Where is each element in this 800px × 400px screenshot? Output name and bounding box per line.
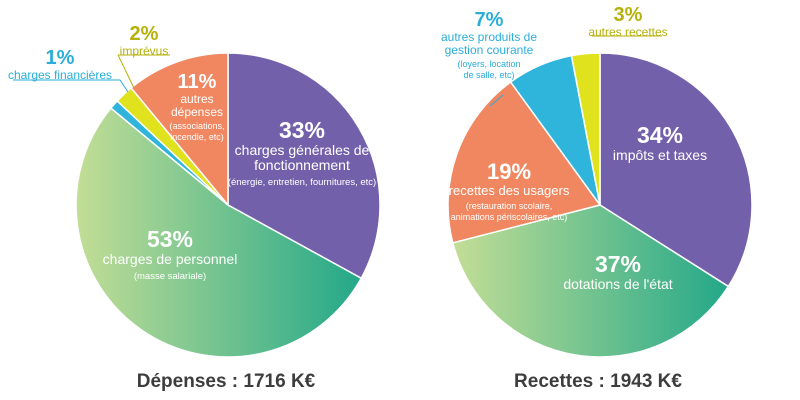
depenses-charges-generales-de-fonctionnement-label: fonctionnement <box>254 157 350 173</box>
recettes-impots-et-taxes-label: impôts et taxes <box>613 147 707 163</box>
depenses-autres-depenses-detail: (associations, <box>169 121 224 131</box>
recettes-recettes-des-usagers-detail: animations périscolaires, etc) <box>451 212 568 222</box>
recettes-autres-recettes-label: autres recettes <box>588 25 667 39</box>
recettes-slice-impots-et-taxes <box>599 52 753 288</box>
recettes-autres-produits-de-gestion-courante-detail: de salle, etc) <box>463 70 514 80</box>
depenses-autres-depenses-label: dépenses <box>171 105 223 119</box>
depenses-autres-depenses-detail: incendie, etc) <box>170 132 224 142</box>
depenses-charges-financieres-label: charges financières <box>8 68 112 82</box>
depenses-autres-depenses-percent: 11% <box>178 71 217 93</box>
depenses-charges-generales-de-fonctionnement-label: charges générales de <box>235 142 370 158</box>
depenses-charges-de-personnel-detail: (masse salariale) <box>134 271 206 282</box>
depenses-charges-generales-de-fonctionnement-percent: 33% <box>279 117 325 143</box>
depenses-chart-title: Dépenses : 1716 K€ <box>137 371 316 392</box>
recettes-autres-produits-de-gestion-courante-leader-line <box>489 94 504 107</box>
recettes-recettes-des-usagers-label: recettes des usagers <box>449 183 570 198</box>
depenses-imprevus-leader-line <box>117 54 135 89</box>
recettes-slice-recettes-des-usagers <box>447 80 602 244</box>
recettes-dotations-de-l-etat-label: dotations de l'état <box>563 276 672 292</box>
recettes-dotations-de-l-etat-percent: 37% <box>595 251 641 277</box>
depenses-charges-financieres-percent: 1% <box>46 47 75 69</box>
depenses-imprevus-label: imprévus <box>120 44 169 58</box>
depenses-charges-financieres-leader-line <box>119 79 129 93</box>
recettes-recettes-des-usagers-detail: (restauration scolaire, <box>466 201 553 211</box>
depenses-slice-charges-generales-de-fonctionnement <box>227 52 381 280</box>
recettes-chart-title: Recettes : 1943 K€ <box>514 371 682 392</box>
recettes-autres-produits-de-gestion-courante-percent: 7% <box>475 9 504 31</box>
depenses-charges-de-personnel-percent: 53% <box>147 226 193 252</box>
depenses-charges-de-personnel-label: charges de personnel <box>103 251 238 267</box>
recettes-autres-produits-de-gestion-courante-label: autres produits de <box>441 30 537 44</box>
depenses-charges-generales-de-fonctionnement-detail: (énergie, entretien, fournitures, etc) <box>228 177 376 188</box>
recettes-slice-autres-recettes <box>570 52 601 206</box>
depenses-autres-depenses-label: autres <box>180 92 213 106</box>
recettes-autres-produits-de-gestion-courante-label: gestion courante <box>445 43 534 57</box>
depenses-slice-autres-depenses <box>130 52 229 208</box>
depenses-imprevus-percent: 2% <box>130 23 159 45</box>
recettes-autres-recettes-percent: 3% <box>614 4 643 26</box>
recettes-impots-et-taxes-percent: 34% <box>637 122 683 148</box>
recettes-autres-produits-de-gestion-courante-detail: (loyers, location <box>457 59 520 69</box>
recettes-recettes-des-usagers-percent: 19% <box>487 159 531 184</box>
depenses-slice-charges-de-personnel <box>75 107 363 358</box>
recettes-slice-dotations-de-l-etat <box>451 204 730 358</box>
